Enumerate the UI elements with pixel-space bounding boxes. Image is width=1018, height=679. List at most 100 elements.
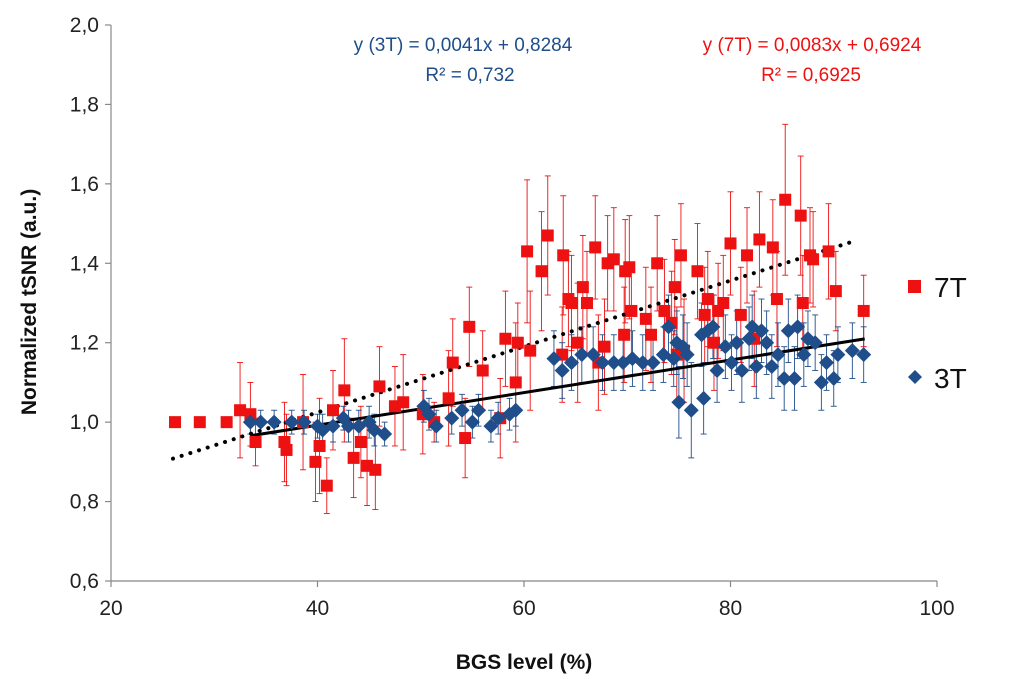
point-7t [741, 249, 754, 262]
y-tick-label: 0,6 [70, 570, 99, 593]
point-3t [813, 374, 829, 390]
point-7t [313, 439, 326, 452]
point-7t [326, 404, 339, 417]
point-7t [509, 376, 522, 389]
y-axis-title: Normalized tSNR (a.u.) [18, 189, 41, 415]
point-3t [508, 402, 524, 418]
point-7t [244, 408, 257, 421]
x-tick-label: 40 [306, 597, 329, 620]
point-3t [776, 370, 792, 386]
x-tick-label: 100 [919, 597, 954, 620]
point-3t [606, 355, 622, 371]
y-tick-label: 1,6 [70, 173, 99, 196]
point-7t [598, 340, 611, 353]
x-tick-label: 20 [99, 597, 122, 620]
point-7t [169, 416, 182, 429]
point-7t [770, 293, 783, 306]
point-3t [454, 402, 470, 418]
point-7t [766, 241, 779, 254]
trendline-equation-7t: y (7T) = 0,0083x + 0,6924 [703, 35, 922, 56]
point-7t [794, 209, 807, 222]
point-3t [679, 347, 695, 363]
point-3t [807, 335, 823, 351]
point-7t [446, 356, 459, 369]
point-7t [698, 308, 711, 321]
point-3t [253, 414, 269, 430]
axes: 0,6 0,8 1,0 1,2 1,4 1,6 1,8 2,0 20 40 60 80 100 [70, 14, 955, 620]
point-7t [623, 261, 636, 274]
y-tick-label: 1,0 [70, 411, 99, 434]
y-tick-label: 0,8 [70, 491, 99, 514]
point-7t [220, 416, 233, 429]
point-7t [524, 344, 537, 357]
point-3t [325, 418, 341, 434]
point-3t [546, 351, 562, 367]
legend: 7T 3T [908, 272, 967, 394]
point-3t [770, 347, 786, 363]
point-7t [535, 265, 548, 278]
trendline-equation-3t: y (3T) = 0,0041x + 0,8284 [354, 35, 573, 56]
y-tick-label: 1,8 [70, 93, 99, 116]
trendline-r2-3t: R² = 0,732 [425, 65, 514, 86]
point-3t [266, 414, 282, 430]
point-3t [444, 410, 460, 426]
point-3t [554, 363, 570, 379]
point-7t [822, 245, 835, 258]
legend-marker-7t [908, 280, 921, 293]
point-3t [585, 347, 601, 363]
x-axis-title: BGS level (%) [456, 651, 593, 674]
point-7t [463, 320, 476, 333]
point-3t [635, 355, 651, 371]
point-3t [683, 402, 699, 418]
point-3t [819, 355, 835, 371]
point-3t [741, 331, 757, 347]
point-3t [377, 426, 393, 442]
point-3t [661, 319, 677, 335]
point-7t [373, 380, 386, 393]
data-points [169, 193, 872, 492]
point-3t [696, 390, 712, 406]
point-7t [320, 479, 333, 492]
point-3t [428, 418, 444, 434]
point-7t [658, 304, 671, 317]
point-7t [571, 336, 584, 349]
point-3t [796, 347, 812, 363]
point-7t [338, 384, 351, 397]
point-3t [826, 370, 842, 386]
point-7t [734, 308, 747, 321]
point-7t [234, 404, 247, 417]
point-3t [464, 414, 480, 430]
point-3t [764, 359, 780, 375]
y-tick-label: 2,0 [70, 14, 99, 37]
point-7t [674, 249, 687, 262]
point-3t [856, 347, 872, 363]
point-7t [565, 297, 578, 309]
y-tick-label: 1,4 [70, 252, 100, 275]
point-3t [790, 319, 806, 335]
point-3t [490, 410, 506, 426]
point-7t [857, 304, 870, 317]
point-3t [340, 418, 356, 434]
trendline-3t [250, 337, 865, 438]
x-tick-label: 80 [719, 597, 742, 620]
point-7t [779, 193, 792, 206]
x-tick-label: 60 [512, 597, 535, 620]
y-tick-label: 1,2 [70, 332, 99, 355]
point-7t [807, 253, 820, 266]
point-7t [625, 304, 638, 317]
point-3t [724, 355, 740, 371]
point-7t [724, 237, 737, 250]
point-7t [691, 265, 704, 278]
legend-marker-3t [908, 370, 922, 384]
point-7t [644, 328, 657, 341]
point-7t [707, 336, 720, 349]
point-7t [499, 332, 512, 345]
point-7t [347, 451, 360, 464]
point-7t [753, 233, 766, 246]
point-7t [354, 436, 367, 448]
point-7t [668, 281, 681, 294]
point-7t [829, 285, 842, 298]
point-7t [397, 396, 410, 409]
point-7t [369, 463, 382, 476]
